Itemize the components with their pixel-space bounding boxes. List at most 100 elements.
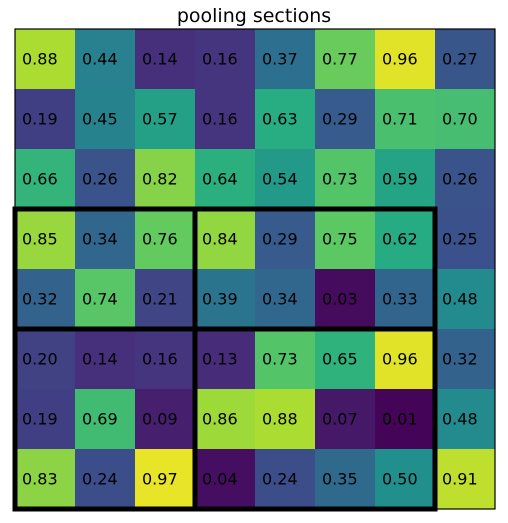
cell-value-label: 0.44 (82, 50, 118, 69)
cell-value-label: 0.14 (142, 50, 178, 69)
heatmap-cell-r2-c7 (435, 149, 495, 209)
heatmap-cell-r4-c2 (135, 269, 195, 329)
heatmap-cell-r6-c6 (375, 389, 435, 449)
heatmap-cell-r7-c0 (15, 449, 75, 509)
heatmap-cell-r2-c1 (75, 149, 135, 209)
heatmap-cell-r3-c3 (195, 209, 255, 269)
heatmap-cell-r0-c6 (375, 29, 435, 89)
cell-value-label: 0.85 (22, 230, 58, 249)
chart-title: pooling sections (177, 5, 331, 27)
heatmap-cell-r5-c5 (315, 329, 375, 389)
heatmap-cell-r0-c2 (135, 29, 195, 89)
cell-value-label: 0.73 (262, 350, 298, 369)
heatmap-cell-r4-c6 (375, 269, 435, 329)
heatmap-cell-r6-c7 (435, 389, 495, 449)
heatmap-cell-r2-c2 (135, 149, 195, 209)
cell-value-label: 0.88 (262, 410, 298, 429)
heatmap-cell-r6-c2 (135, 389, 195, 449)
cell-value-label: 0.96 (382, 50, 418, 69)
cell-value-label: 0.74 (82, 290, 118, 309)
heatmap-cell-r0-c7 (435, 29, 495, 89)
cell-value-label: 0.88 (22, 50, 58, 69)
heatmap-cell-r1-c3 (195, 89, 255, 149)
heatmap-cell-r3-c7 (435, 209, 495, 269)
heatmap-cell-r6-c5 (315, 389, 375, 449)
heatmap-cell-r3-c5 (315, 209, 375, 269)
heatmap-cell-r1-c4 (255, 89, 315, 149)
cell-value-label: 0.27 (442, 50, 478, 69)
heatmap-cell-r6-c0 (15, 389, 75, 449)
cell-value-label: 0.32 (442, 350, 478, 369)
cell-value-label: 0.32 (22, 290, 58, 309)
cell-value-label: 0.70 (442, 110, 478, 129)
heatmap-cell-r7-c1 (75, 449, 135, 509)
heatmap-cell-r7-c2 (135, 449, 195, 509)
cell-value-label: 0.35 (322, 470, 358, 489)
cell-value-label: 0.54 (262, 170, 298, 189)
cell-value-label: 0.63 (262, 110, 298, 129)
heatmap-cell-r4-c3 (195, 269, 255, 329)
cell-value-label: 0.50 (382, 470, 418, 489)
cell-value-label: 0.73 (322, 170, 358, 189)
cell-value-label: 0.34 (262, 290, 298, 309)
heatmap-cell-r1-c2 (135, 89, 195, 149)
heatmap-cell-r1-c7 (435, 89, 495, 149)
cell-value-label: 0.48 (442, 290, 478, 309)
heatmap-cell-r3-c6 (375, 209, 435, 269)
heatmap-cell-r5-c0 (15, 329, 75, 389)
heatmap-cell-r7-c5 (315, 449, 375, 509)
cell-value-label: 0.24 (82, 470, 118, 489)
heatmap-cell-r7-c6 (375, 449, 435, 509)
cell-value-label: 0.13 (202, 350, 238, 369)
heatmap-cell-r7-c4 (255, 449, 315, 509)
cell-value-label: 0.26 (442, 170, 478, 189)
cell-value-label: 0.75 (322, 230, 358, 249)
heatmap-cell-r7-c7 (435, 449, 495, 509)
cell-value-label: 0.69 (82, 410, 118, 429)
cell-value-label: 0.29 (322, 110, 358, 129)
cell-value-label: 0.21 (142, 290, 178, 309)
heatmap-cell-r4-c7 (435, 269, 495, 329)
heatmap-cell-r2-c3 (195, 149, 255, 209)
heatmap-cell-r0-c3 (195, 29, 255, 89)
cell-value-label: 0.39 (202, 290, 238, 309)
heatmap-cell-r1-c5 (315, 89, 375, 149)
heatmap-cell-r1-c0 (15, 89, 75, 149)
cell-value-label: 0.09 (142, 410, 178, 429)
cell-value-label: 0.19 (22, 110, 58, 129)
cell-value-label: 0.66 (22, 170, 58, 189)
cell-value-label: 0.07 (322, 410, 358, 429)
heatmap-cell-r4-c4 (255, 269, 315, 329)
heatmap-cell-r2-c4 (255, 149, 315, 209)
cell-value-label: 0.86 (202, 410, 238, 429)
heatmap-value-labels: 0.88 0.44 0.14 0.16 0.37 0.77 0.96 0.27 0.19 0.45… (22, 50, 478, 489)
cell-value-label: 0.03 (322, 290, 358, 309)
cell-value-label: 0.83 (22, 470, 58, 489)
cell-value-label: 0.19 (22, 410, 58, 429)
cell-value-label: 0.16 (142, 350, 178, 369)
cell-value-label: 0.37 (262, 50, 298, 69)
heatmap-cell-r0-c1 (75, 29, 135, 89)
heatmap-cell-r7-c3 (195, 449, 255, 509)
heatmap-cell-r4-c1 (75, 269, 135, 329)
heatmap-cell-r4-c5 (315, 269, 375, 329)
cell-value-label: 0.48 (442, 410, 478, 429)
cell-value-label: 0.20 (22, 350, 58, 369)
heatmap-cell-r3-c2 (135, 209, 195, 269)
cell-value-label: 0.62 (382, 230, 418, 249)
heatmap-cell-r5-c1 (75, 329, 135, 389)
cell-value-label: 0.82 (142, 170, 178, 189)
heatmap-cell-r1-c1 (75, 89, 135, 149)
cell-value-label: 0.25 (442, 230, 478, 249)
heatmap-cell-r0-c5 (315, 29, 375, 89)
heatmap-cell-r1-c6 (375, 89, 435, 149)
cell-value-label: 0.77 (322, 50, 358, 69)
cell-value-label: 0.97 (142, 470, 178, 489)
heatmap-cell-r5-c7 (435, 329, 495, 389)
heatmap-cell-r3-c1 (75, 209, 135, 269)
heatmap-cells (15, 29, 495, 509)
heatmap-cell-r5-c6 (375, 329, 435, 389)
cell-value-label: 0.16 (202, 110, 238, 129)
